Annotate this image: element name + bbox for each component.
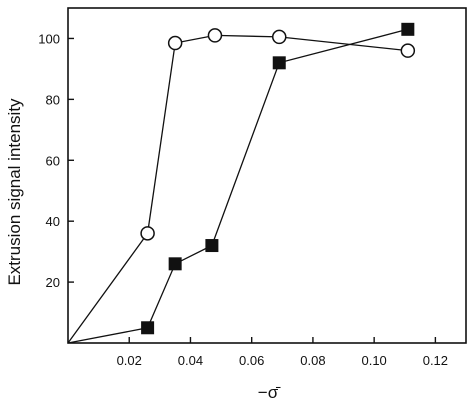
x-tick-label: 0.10 [361,353,386,368]
data-point-circle [271,29,287,45]
y-tick-label: 60 [46,153,60,168]
y-tick-label: 80 [46,92,60,107]
axes: 0.02 0.04 0.06 0.08 0.10 0.12 20 40 60 80 100 [38,31,448,368]
data-point-square [141,321,155,335]
plot-area [67,7,467,344]
series-line-1 [67,34,408,344]
x-tick-label: 0.04 [178,353,203,368]
data-point-circle [167,35,183,51]
data-point-square [205,239,219,253]
x-axis-title: −σ̄ [258,383,281,402]
series-group [67,22,416,344]
x-tick-label: 0.06 [239,353,264,368]
data-point-circle [400,43,416,58]
data-point-square [168,257,182,271]
x-tick-label: 0.02 [117,353,142,368]
y-axis-title: Extrusion signal intensity [5,98,24,286]
y-tick-label: 40 [46,214,60,229]
x-tick-label: 0.12 [423,353,448,368]
data-point-square [401,22,415,36]
x-tick-label: 0.08 [300,353,325,368]
data-point-circle [207,28,223,43]
y-tick-label: 20 [46,275,60,290]
data-point-square [272,56,286,70]
plot-frame [67,7,467,344]
data-point-circle [140,226,155,241]
series-line-2 [67,28,408,344]
y-tick-label: 100 [38,31,60,46]
